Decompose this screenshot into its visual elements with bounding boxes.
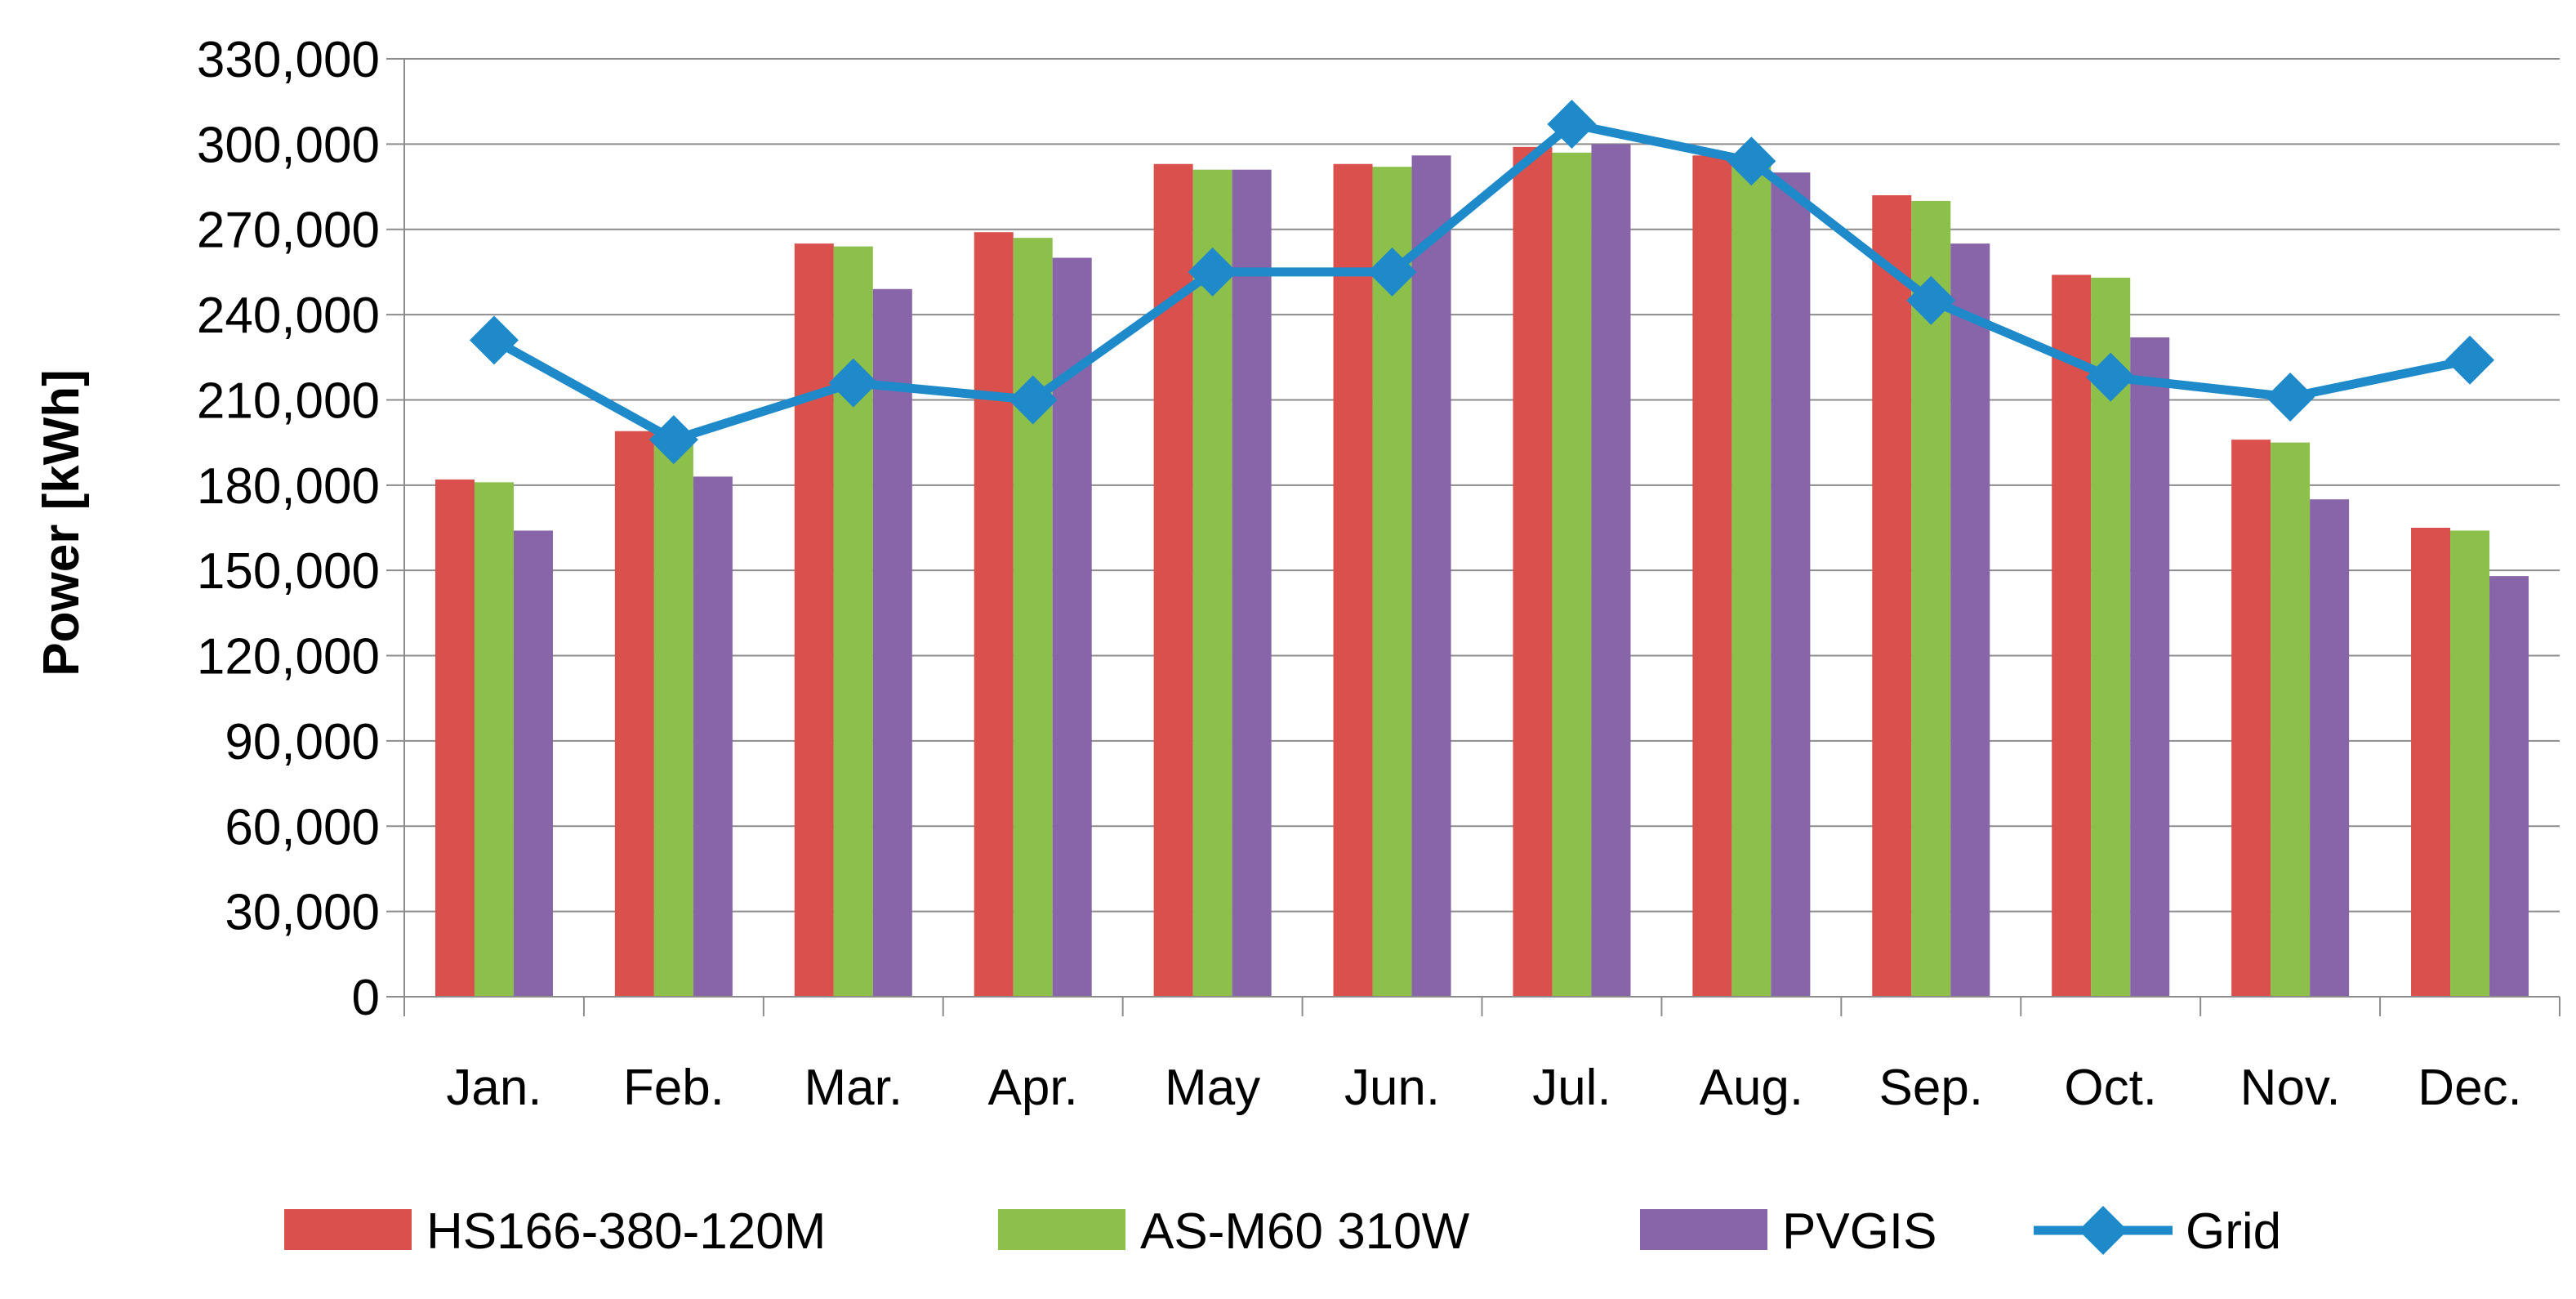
y-tick-label-300000: 300,000 [197,117,380,173]
marker-grid-sep [1906,275,1956,325]
x-tick-label-aug: Aug. [1700,1060,1804,1116]
legend: HS166-380-120M AS-M60 310W PVGIS Grid [284,1203,2281,1260]
axes [386,58,2560,1016]
bar-pvgis-nov [2310,499,2350,997]
bar-as-m60-310w-may [1192,169,1232,997]
bar-pvgis-jun [1411,155,1451,997]
y-tick-label-210000: 210,000 [197,373,380,429]
legend-label-as-m60-310w: AS-M60 310W [1140,1203,1470,1260]
bar-pvgis-oct [2130,337,2170,997]
marker-grid-jan [469,315,519,365]
bar-pvgis-sep [1950,243,1990,997]
legend-label-pvgis: PVGIS [1782,1203,1937,1260]
x-tick-label-mar: Mar. [804,1060,902,1116]
bar-hs166-380-120m-apr [974,232,1014,997]
legend-marker-grid [2079,1206,2128,1255]
marker-grid-jul [1547,100,1597,150]
legend-swatch-as-m60-310w [998,1209,1125,1250]
line-grid [489,119,2475,444]
marker-grid-feb [648,415,698,465]
y-tick-label-60000: 60,000 [225,799,380,855]
x-tick-label-nov: Nov. [2240,1060,2341,1116]
bar-hs166-380-120m-jul [1513,146,1553,998]
x-tick-label-sep: Sep. [1879,1060,1984,1116]
bar-pvgis-feb [693,476,733,997]
marker-grid-oct [2086,352,2136,402]
legend-label-hs166-380-120m: HS166-380-120M [426,1203,826,1260]
x-tick-label-oct: Oct. [2064,1060,2157,1116]
bars [435,144,2529,998]
bar-hs166-380-120m-aug [1692,155,1732,997]
bar-pvgis-dec [2489,576,2529,997]
x-tick-label-may: May [1165,1060,1260,1116]
y-tick-label-330000: 330,000 [197,32,380,88]
bar-as-m60-310w-apr [1013,238,1053,997]
bar-as-m60-310w-jun [1372,167,1412,997]
marker-grid-nov [2266,372,2315,422]
x-tick-label-jun: Jun. [1344,1060,1440,1116]
bar-pvgis-may [1232,169,1272,997]
y-tick-label-180000: 180,000 [197,458,380,515]
marker-grid-dec [2445,335,2495,385]
marker-grid-jun [1367,247,1417,297]
grid-line-series [469,100,2495,465]
bar-hs166-380-120m-jun [1333,163,1373,997]
y-tick-label-240000: 240,000 [197,288,380,344]
y-tick-label-30000: 30,000 [225,885,380,941]
y-tick-labels: 0 30,000 60,000 90,000 120,000 150,000 180,000… [197,32,380,1026]
bar-pvgis-aug [1771,172,1811,998]
bar-hs166-380-120m-dec [2411,528,2451,997]
bar-as-m60-310w-feb [653,436,693,997]
x-tick-label-jul: Jul. [1532,1060,1611,1116]
marker-grid-aug [1727,136,1776,186]
bar-hs166-380-120m-jan [435,479,475,997]
marker-grid-may [1188,247,1237,297]
bar-pvgis-mar [872,288,912,997]
bar-pvgis-jan [513,530,553,997]
bar-hs166-380-120m-mar [794,243,834,997]
x-tick-label-dec: Dec. [2418,1060,2521,1116]
bar-as-m60-310w-jul [1552,152,1592,997]
bar-as-m60-310w-dec [2450,530,2490,997]
bar-hs166-380-120m-oct [2052,275,2092,997]
bar-hs166-380-120m-sep [1872,194,1912,997]
legend-label-grid: Grid [2186,1203,2281,1260]
marker-grid-apr [1008,375,1058,425]
bar-as-m60-310w-aug [1731,161,1772,998]
x-tick-label-jan: Jan. [446,1060,541,1116]
y-tick-label-0: 0 [352,970,380,1026]
legend-swatch-pvgis [1640,1209,1767,1250]
gridlines [404,58,2560,913]
bar-as-m60-310w-sep [1911,200,1951,997]
bar-pvgis-jul [1591,144,1631,997]
marker-grid-mar [828,358,878,408]
y-tick-label-120000: 120,000 [197,629,380,685]
x-tick-labels: Jan. Feb. Mar. Apr. May Jun. Jul. Aug. Sep. Oct. N… [446,1060,2521,1116]
bar-hs166-380-120m-feb [614,431,654,997]
x-tick-label-apr: Apr. [988,1060,1078,1116]
bar-hs166-380-120m-nov [2231,440,2271,997]
x-tick-label-feb: Feb. [623,1060,724,1116]
bar-as-m60-310w-jan [474,482,514,997]
y-tick-label-270000: 270,000 [197,203,380,259]
y-tick-label-90000: 90,000 [225,714,380,770]
bar-as-m60-310w-nov [2271,442,2311,997]
y-tick-label-150000: 150,000 [197,543,380,600]
legend-swatch-hs166-380-120m [284,1209,412,1250]
y-axis-title: Power [kWh] [33,369,90,676]
